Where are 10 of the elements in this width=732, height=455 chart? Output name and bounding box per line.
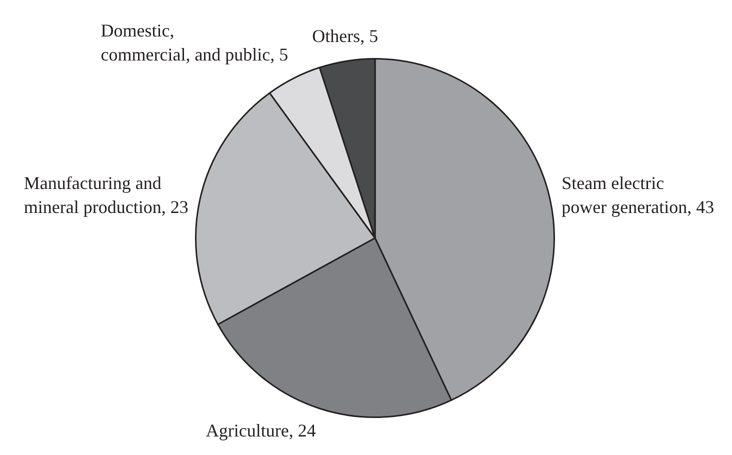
slice-label: Steam electric power generation [562, 173, 688, 218]
slice-label: Others [312, 26, 360, 46]
slice-label: Domestic, commercial, and public [100, 20, 270, 64]
data-label: , 43 [687, 197, 714, 218]
data-label: , 5 [270, 44, 288, 64]
data-label: , 5 [360, 26, 378, 46]
slice-label: Manufacturing and mineral production [24, 173, 162, 218]
data-label: , 23 [161, 197, 188, 218]
slice-label: Agriculture [206, 420, 289, 441]
data-label: , 24 [288, 420, 316, 441]
